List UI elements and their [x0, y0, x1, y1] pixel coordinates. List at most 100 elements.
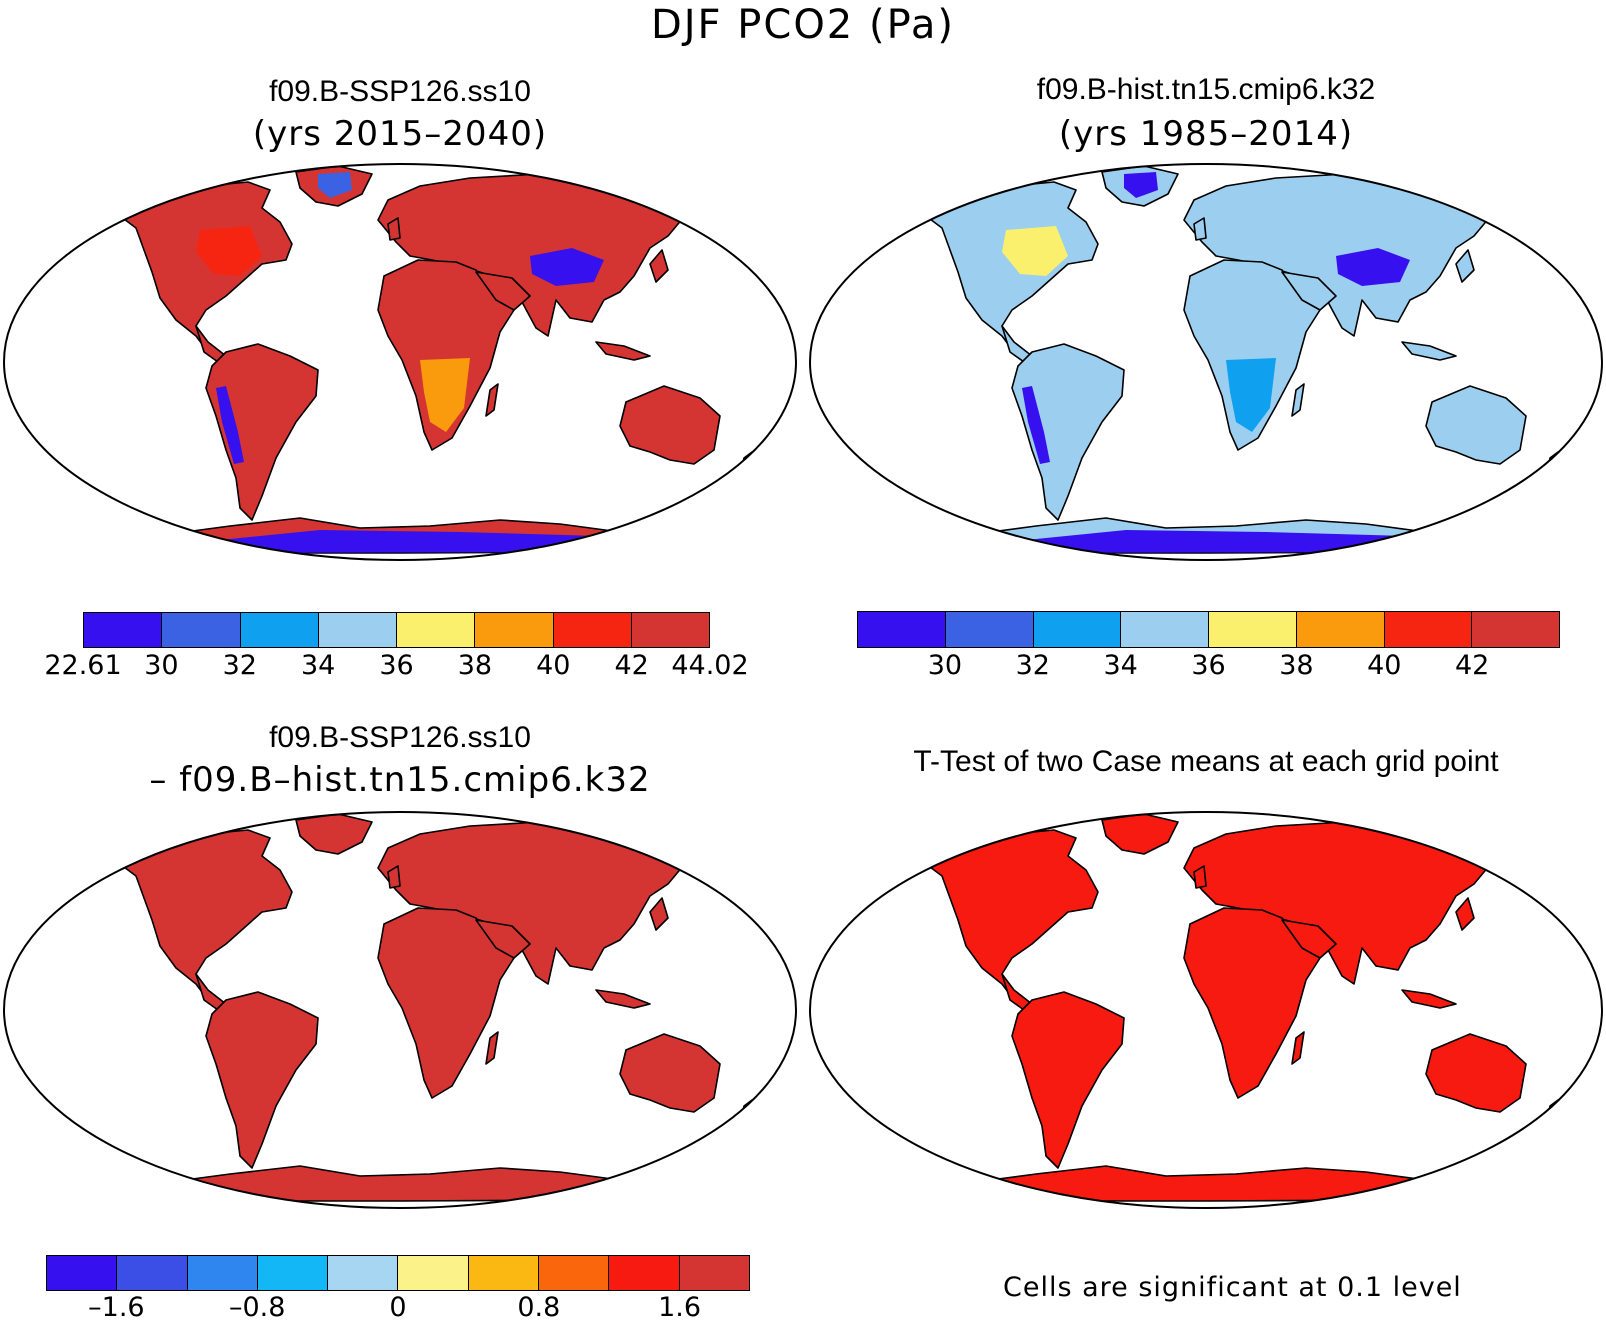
colorbar-box-1: [945, 612, 1034, 647]
colorbar-box-5: [475, 613, 554, 647]
landmass-australia: [1425, 385, 1527, 465]
landmass-uk: [1193, 217, 1207, 241]
landmass-sa: [1011, 991, 1125, 1169]
field-region-africa_south: [420, 358, 470, 432]
colorbar-box-0: [84, 613, 163, 647]
colorbar-box-8: [609, 1256, 680, 1290]
colorbar-tick-label: 40: [1367, 650, 1402, 681]
landmass-na: [909, 829, 1099, 1001]
colorbar-box-0: [858, 612, 946, 647]
map-outline: [809, 163, 1603, 561]
field-region-antarctica: [180, 530, 620, 553]
significance-note: Cells are significant at 0.1 level: [1003, 1272, 1462, 1303]
landmass-madagascar: [1291, 1031, 1305, 1065]
colorbar-diff: [46, 1255, 750, 1291]
field-region-greenland: [318, 172, 352, 198]
field-region-andes: [216, 386, 244, 464]
colorbar-case1: [83, 612, 710, 648]
panel-case2-subtitle: (yrs 1985–2014): [1058, 114, 1354, 154]
landmass-na: [103, 181, 293, 353]
colorbar-tick-label: 0: [389, 1292, 407, 1323]
field-region-na_interior: [196, 226, 262, 276]
landmass-sa: [205, 991, 319, 1169]
panel-ttest-title: T-Test of two Case means at each grid po…: [913, 745, 1499, 778]
landmass-indonesia: [595, 341, 651, 361]
colorbar-box-3: [257, 1256, 329, 1290]
colorbar-tick-label: 40: [536, 650, 571, 681]
colorbar-tick-label: 30: [927, 650, 963, 681]
colorbar-box-0: [47, 1256, 118, 1290]
landmass-japan: [649, 249, 669, 283]
landmass-nz: [1545, 451, 1559, 479]
colorbar-tick-label: 32: [1015, 650, 1050, 681]
land-layer: [103, 165, 753, 554]
colorbar-box-6: [468, 1256, 540, 1290]
colorbar-box-7: [1472, 612, 1559, 647]
colorbar-box-5: [398, 1256, 469, 1290]
field-region-andes: [1022, 386, 1050, 464]
panel-case2-title: f09.B-hist.tn15.cmip6.k32: [1036, 73, 1376, 106]
landmass-africa: [377, 259, 515, 451]
landmass-indonesia: [1401, 989, 1457, 1009]
colorbar-box-1: [117, 1256, 188, 1290]
colorbar-box-1: [162, 613, 241, 647]
figure-title: DJF PCO2 (Pa): [650, 2, 956, 48]
landmass-africa: [1183, 907, 1321, 1099]
landmass-antarctica: [945, 1165, 1467, 1202]
landmass-indonesia: [595, 989, 651, 1009]
colorbar-box-9: [679, 1256, 749, 1290]
map-ttest: [809, 811, 1603, 1209]
colorbar-box-4: [1209, 612, 1297, 647]
colorbar-box-4: [397, 613, 476, 647]
field-region-africa_south: [1226, 358, 1276, 432]
field-region-tibet: [1336, 248, 1410, 286]
panel-diff-title: f09.B-SSP126.ss10: [269, 721, 531, 754]
colorbar-box-7: [539, 1256, 610, 1290]
colorbar-tick-label: 42: [614, 650, 649, 681]
landmass-nz: [739, 1099, 753, 1127]
map-outline: [809, 811, 1603, 1209]
panel-case1-subtitle: (yrs 2015–2040): [252, 114, 548, 154]
colorbar-box-2: [240, 613, 319, 647]
map-case1: [3, 163, 797, 561]
colorbar-box-6: [1384, 612, 1473, 647]
colorbar-tick-label: 36: [379, 650, 414, 681]
map-outline: [3, 811, 797, 1209]
landmass-uk: [387, 217, 401, 241]
landmass-australia: [619, 385, 721, 465]
colorbar-tick-label: 22.61: [44, 650, 122, 681]
landmass-nz: [1545, 1099, 1559, 1127]
land-layer: [909, 165, 1559, 554]
landmass-arabia: [1281, 271, 1337, 311]
landmass-nz: [739, 451, 753, 479]
landmass-japan: [649, 897, 669, 931]
field-region-na_interior: [1002, 226, 1068, 276]
colorbar-box-3: [318, 613, 397, 647]
colorbar-case2: [857, 611, 1560, 648]
colorbar-tick-label: 34: [300, 650, 336, 681]
landmass-sa: [1011, 343, 1125, 521]
colorbar-tick-label: 0.8: [517, 1292, 561, 1323]
landmass-uk: [1193, 865, 1207, 889]
landmass-indonesia: [1401, 341, 1457, 361]
landmass-australia: [619, 1033, 721, 1113]
landmass-na: [909, 181, 1099, 353]
land-layer: [103, 813, 753, 1202]
colorbar-tick-label: –0.8: [228, 1292, 286, 1323]
map-outline: [3, 163, 797, 561]
landmass-arabia: [475, 919, 531, 959]
landmass-arabia: [1281, 919, 1337, 959]
landmass-na: [103, 829, 293, 1001]
panel-case1-title: f09.B-SSP126.ss10: [269, 75, 531, 108]
colorbar-box-2: [187, 1256, 258, 1290]
colorbar-tick-label: 44.02: [671, 650, 749, 681]
colorbar-tick-label: 38: [457, 650, 493, 681]
landmass-japan: [1455, 249, 1475, 283]
colorbar-box-2: [1033, 612, 1122, 647]
landmass-uk: [387, 865, 401, 889]
landmass-africa: [377, 907, 515, 1099]
landmass-greenland: [1101, 813, 1179, 855]
map-diff: [3, 811, 797, 1209]
field-region-tibet: [530, 248, 604, 286]
colorbar-tick-label: 1.6: [658, 1292, 702, 1323]
